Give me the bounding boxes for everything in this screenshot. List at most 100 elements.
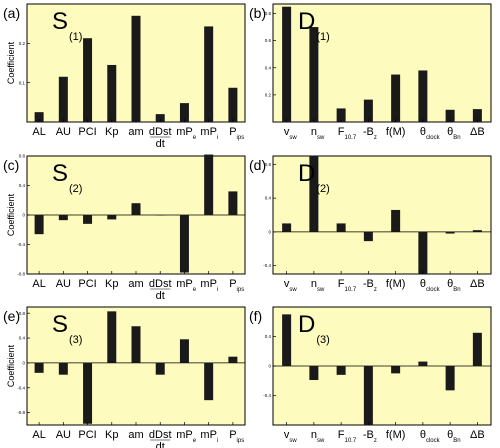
- bar: [179, 215, 189, 273]
- x-tick-subscript: 10.7: [344, 135, 356, 141]
- bar: [58, 215, 68, 221]
- x-tick-label: dDst: [149, 278, 172, 290]
- bar: [107, 311, 117, 363]
- x-tick-label: F: [338, 278, 345, 290]
- x-tick-label: θ: [447, 278, 453, 290]
- bar: [391, 74, 401, 122]
- bar: [204, 362, 214, 401]
- x-tick-label: AU: [56, 278, 71, 290]
- chart-panel-4: 0.80.40-0.4v sw n sw F 10.7 -B z f(M) θ clock θ Bn ΔB…: [249, 155, 492, 293]
- x-tick-label: θ: [420, 278, 426, 290]
- bar: [336, 108, 346, 122]
- y-tick-label: 0.2: [19, 41, 26, 46]
- x-tick-label: F: [338, 429, 345, 441]
- x-tick-label: Kp: [105, 126, 118, 138]
- chart-panel-6: 0.40-0.4v sw n sw F 10.7 -B z f(M) θ clock θ Bn ΔB(f)…: [249, 306, 492, 444]
- y-axis-label: Coefficient: [6, 344, 16, 387]
- bar: [83, 38, 93, 122]
- bar: [155, 114, 165, 122]
- bar: [472, 109, 482, 122]
- bar: [228, 191, 238, 215]
- x-tick-label: PCI: [78, 429, 96, 441]
- x-tick-subscript: sw: [317, 135, 325, 141]
- chart-title-subscript: (2): [316, 183, 329, 195]
- bar: [418, 231, 428, 274]
- x-tick-label: Kp: [105, 429, 118, 441]
- y-tick-label: -0.8: [17, 272, 25, 277]
- x-tick-subscript: Bn: [453, 438, 460, 444]
- chart-title-subscript: (1): [69, 31, 82, 43]
- bar: [34, 215, 44, 235]
- x-tick-label: f(M): [386, 278, 406, 290]
- chart-title-subscript: (3): [316, 334, 329, 346]
- panel-label: (f): [249, 308, 262, 324]
- y-tick-label: 0.1: [19, 80, 26, 85]
- bar: [204, 26, 214, 123]
- y-tick-label: 0.4: [265, 65, 272, 70]
- x-tick-label: v: [284, 278, 290, 290]
- x-tick-label: θ: [420, 429, 426, 441]
- x-tick-subscript: ips: [237, 287, 245, 293]
- bar: [34, 362, 44, 373]
- panel-label: (e): [3, 308, 20, 324]
- x-tick-label: dDst: [149, 429, 172, 441]
- x-tick-label: AU: [56, 126, 71, 138]
- bar: [107, 64, 117, 122]
- x-tick-label: am: [128, 278, 143, 290]
- chart-title: D: [298, 8, 315, 35]
- x-tick-label: v: [284, 429, 290, 441]
- panel-label: (c): [3, 157, 19, 173]
- plot-area: [272, 3, 492, 123]
- x-tick-label: mP: [176, 278, 193, 290]
- bar: [391, 209, 401, 232]
- bar: [336, 366, 346, 375]
- x-tick-label: n: [311, 278, 317, 290]
- y-tick-label: 0.8: [265, 162, 272, 167]
- bar: [228, 356, 238, 363]
- bar: [204, 154, 214, 215]
- x-tick-label: θ: [447, 126, 453, 138]
- y-tick-label: 0.6: [265, 38, 272, 43]
- x-tick-label: θ: [420, 126, 426, 138]
- bar: [309, 156, 319, 232]
- y-tick-label: -0.4: [17, 242, 25, 247]
- bar: [228, 87, 238, 122]
- x-tick-label-denominator: dt: [156, 138, 165, 150]
- x-tick-label: mP: [200, 429, 217, 441]
- x-tick-subscript: 10.7: [344, 438, 356, 444]
- x-tick-subscript: i: [217, 287, 218, 293]
- bar: [282, 6, 292, 122]
- x-tick-subscript: e: [193, 438, 197, 444]
- chart-title-subscript: (1): [316, 31, 329, 43]
- chart-title: S: [52, 311, 68, 338]
- x-tick-label: P: [229, 126, 236, 138]
- x-tick-subscript: e: [193, 135, 197, 141]
- bar: [418, 361, 428, 366]
- panel-label: (d): [249, 157, 266, 173]
- y-tick-label: 0: [22, 213, 25, 218]
- y-axis-label: Coefficient: [6, 193, 16, 236]
- chart-title-subscript: (2): [69, 183, 82, 195]
- bar: [155, 215, 165, 216]
- y-tick-label: 0.4: [19, 183, 26, 188]
- panel-label: (a): [3, 5, 20, 21]
- bar: [131, 326, 141, 363]
- bar: [131, 15, 141, 122]
- bar: [418, 70, 428, 122]
- x-tick-label: θ: [447, 429, 453, 441]
- bar: [309, 366, 319, 381]
- chart-title: S: [52, 160, 68, 187]
- x-tick-label: PCI: [78, 278, 96, 290]
- y-tick-label: 0: [268, 229, 271, 234]
- bar: [445, 366, 455, 391]
- y-tick-label: 0.4: [265, 334, 272, 339]
- y-axis-label: Coefficient: [6, 41, 16, 84]
- x-tick-label: ΔB: [470, 278, 485, 290]
- y-tick-label: 0.4: [265, 196, 272, 201]
- bar: [83, 362, 93, 424]
- bar: [83, 215, 93, 224]
- chart-title: D: [298, 311, 315, 338]
